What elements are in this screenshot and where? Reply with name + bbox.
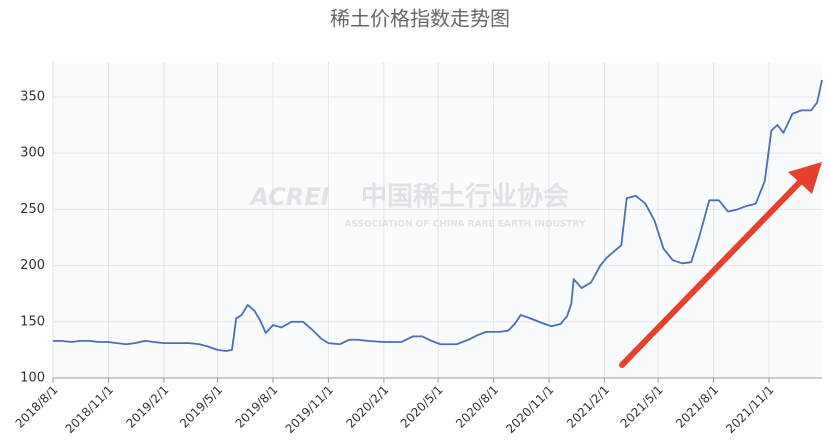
plot-area	[53, 62, 822, 378]
x-tick-label: 2020/8/1	[453, 383, 501, 431]
x-tick-label: 2020/11/1	[503, 383, 556, 436]
line	[53, 79, 823, 352]
x-tick-label: 2019/5/1	[177, 383, 225, 431]
x-tick-label: 2019/11/1	[283, 383, 336, 436]
plot	[53, 79, 823, 352]
y-tick-label: 150	[20, 314, 45, 329]
x-tick-label: 2018/8/1	[13, 383, 61, 431]
x-tick-label: 2021/2/1	[564, 383, 612, 431]
annotation-arrow	[619, 179, 803, 368]
y-tick-label: 100	[20, 371, 45, 386]
x-tick-label: 2021/8/1	[673, 383, 721, 431]
x-tick-label: 2020/5/1	[398, 383, 446, 431]
x-tick-label: 2020/2/1	[343, 383, 391, 431]
watermark-name: 中国稀土行业协会	[361, 181, 569, 212]
watermark-subtitle: ASSOCIATION OF CHINA RARE EARTH INDUSTRY	[344, 220, 586, 230]
x-tick-label: 2021/5/1	[618, 383, 666, 431]
x-tick-label: 2021/11/1	[723, 383, 776, 436]
y-tick-label: 350	[20, 89, 45, 104]
y-tick-label: 250	[20, 202, 45, 217]
annotation-arrowhead	[788, 162, 822, 194]
chart-title: 稀土价格指数走势图	[330, 7, 510, 31]
y-tick-label: 300	[20, 146, 45, 161]
x-tick-label: 2019/8/1	[233, 383, 281, 431]
x-tick-label: 2018/11/1	[63, 383, 116, 436]
y-tick-label: 200	[20, 258, 45, 273]
watermark-logo: ACREI	[248, 183, 329, 211]
x-tick-label: 2019/2/1	[123, 383, 171, 431]
